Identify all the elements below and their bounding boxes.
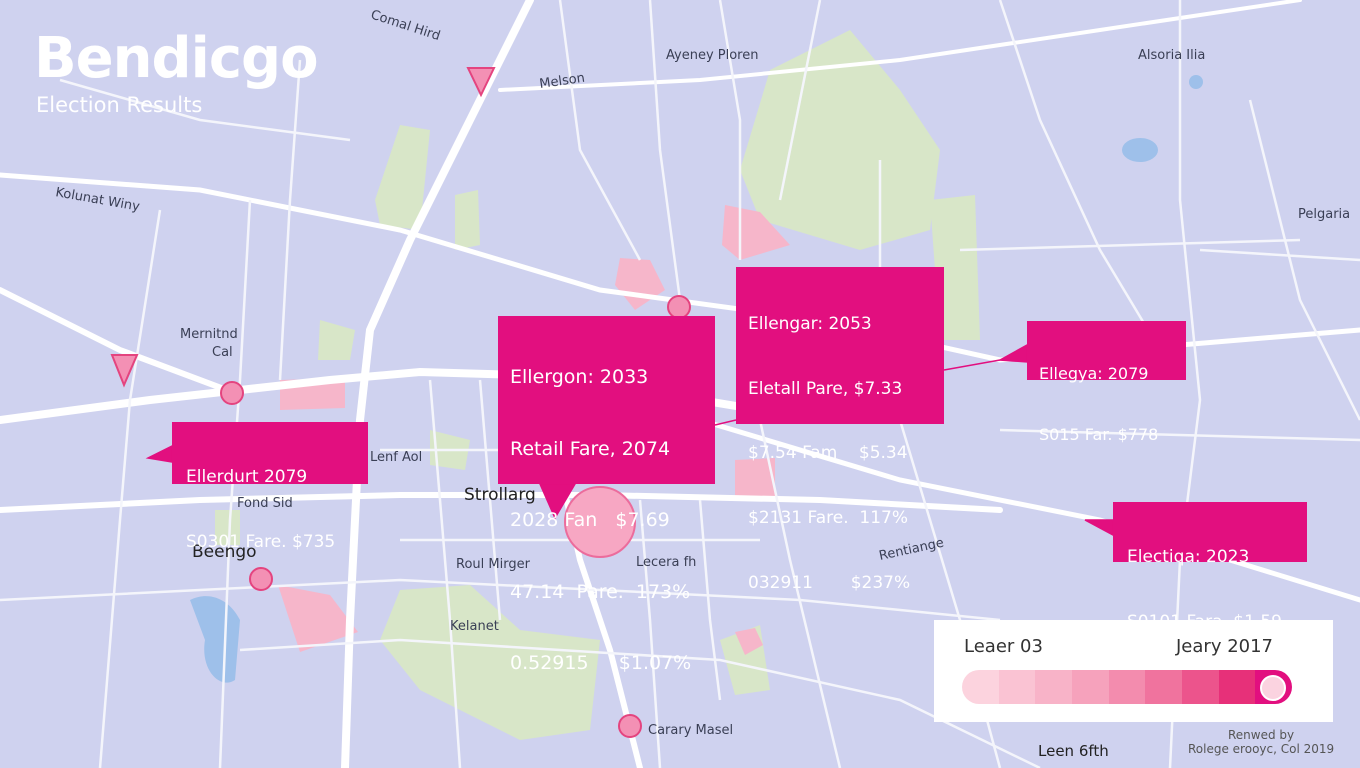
water <box>190 75 1203 683</box>
map-label: Beengo <box>192 542 257 562</box>
markers <box>110 67 691 738</box>
callout-line: Ellergon: 2033 <box>510 366 649 388</box>
callout-line: $7.54 Fam $5.34 <box>748 443 908 464</box>
title: Bendicgo <box>34 26 319 91</box>
callout: Ellegya: 2079 S015 Far. $778 <box>1027 321 1186 444</box>
legend-ramp <box>962 670 1292 704</box>
callout: Electiqa: 2023 S0101 Fara. $1.59 <box>1113 502 1307 632</box>
legend-knob <box>1260 675 1286 701</box>
map-label: Comal Hird <box>369 8 442 45</box>
callout-line: Retail Fare, 2074 <box>510 437 671 460</box>
callout: Ellergon: 2033 Retail Fare, 2074 2028 Fa… <box>498 316 715 674</box>
map-label: Mernitnd <box>180 327 238 342</box>
map-label: Kolunat Winy <box>54 185 141 215</box>
callout-line: S0301 Fare. $735 <box>186 531 336 552</box>
map-label: Ayeney Ploren <box>666 48 758 63</box>
callout-line: Ellengar: 2053 <box>748 314 872 334</box>
callout-line: 2028 Fan $7.69 <box>510 509 670 532</box>
callout-line: Ellegya: 2079 <box>1039 364 1149 383</box>
map-label: Pelgaria <box>1298 207 1350 222</box>
callout-line: Electiqa: 2023 <box>1127 547 1250 567</box>
map-label: Cal <box>212 345 233 360</box>
scale-label: Leen 6fth <box>1038 742 1109 760</box>
callout-line: Ellerdurt 2079 <box>186 467 308 487</box>
map-label: Carary Masel <box>648 723 733 738</box>
credit: Renwed by Rolege erooyc, Col 2019 <box>1188 728 1334 757</box>
parks <box>215 30 980 740</box>
callout-line: 0.52915 $1.07% <box>510 652 692 675</box>
callout-line: Eletall Pare, $7.33 <box>748 378 903 399</box>
callout: Ellerdurt 2079 S0301 Fare. $735 <box>172 422 368 552</box>
legend: Leaer 03 Jeary 2017 <box>934 620 1333 722</box>
map-label: Strollarg <box>464 485 536 505</box>
legend-min: Leaer 03 <box>964 636 1043 657</box>
legend-max: Jeary 2017 <box>1176 636 1273 657</box>
map-label: Alsoria Ilia <box>1138 48 1205 63</box>
map-label: Fond Sid <box>237 496 293 511</box>
map-label: Roul Mirger <box>456 557 531 572</box>
map-label: Melson <box>538 71 585 92</box>
map-label: Kelanet <box>450 619 499 634</box>
callout-pointers <box>145 343 1114 537</box>
map-label: Lenf Aol <box>370 450 422 465</box>
callout-line: 47.14 Pare. 173% <box>510 580 691 603</box>
subtitle: Election Results <box>36 93 203 117</box>
callout-line: S015 Far. $778 <box>1039 425 1159 445</box>
callout: Ellengar: 2053 Eletall Pare, $7.33 $7.54… <box>736 267 944 593</box>
credit-line: Renwed by <box>1228 728 1295 742</box>
callout-line: 032911 $237% <box>748 572 911 593</box>
map-label: Lecera fh <box>636 555 696 570</box>
credit-line: Rolege erooyc, Col 2019 <box>1188 742 1335 757</box>
callout-line: $2131 Fare. 117% <box>748 507 909 528</box>
